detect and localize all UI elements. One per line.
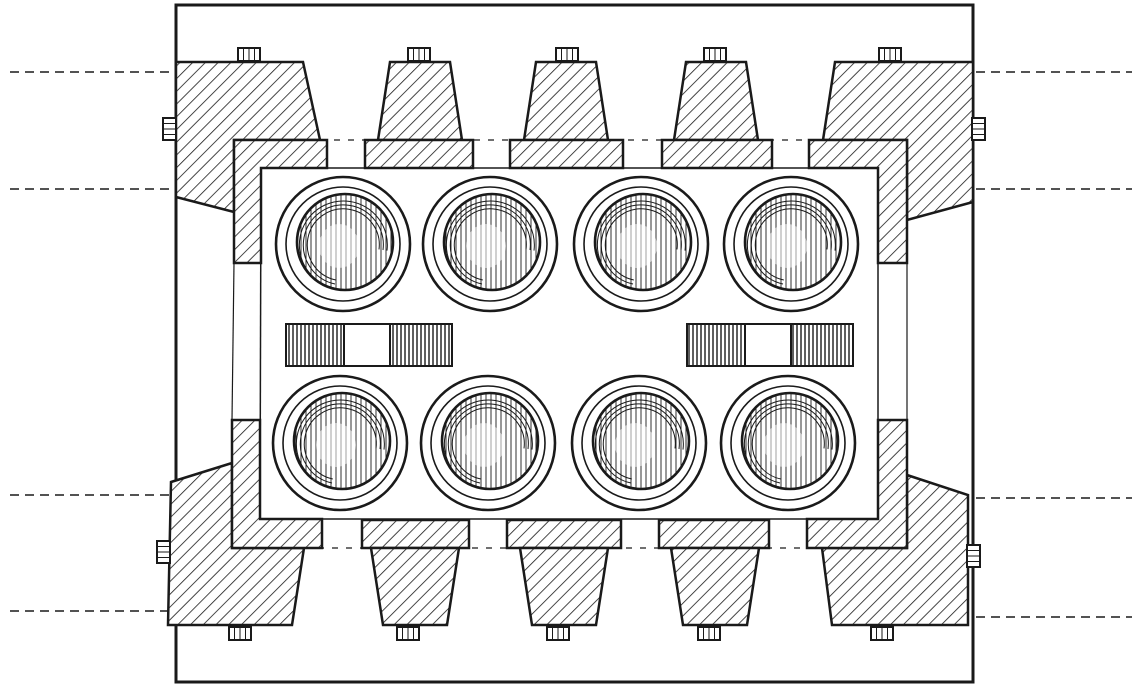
stud-top-4 [703, 47, 727, 62]
stud-bottom-4 [697, 626, 721, 641]
crucible-pot-7 [570, 374, 708, 512]
wedge-top-2 [522, 60, 610, 142]
stud-bottom-1 [228, 626, 252, 641]
wedge-bottom-1 [369, 546, 461, 627]
wedge-top-1 [376, 60, 464, 142]
crucible-pot-1 [274, 175, 412, 313]
wedge-bottom-base-1 [360, 518, 471, 550]
wedge-bottom-base-2 [505, 518, 623, 550]
bolt-studs [156, 47, 986, 641]
wedge-bottom-base-3 [657, 518, 771, 550]
wedge-top-base-2 [508, 138, 625, 170]
stud-top-1 [237, 47, 261, 62]
right-reference-lines [976, 71, 1132, 618]
crucible-pot-4 [722, 175, 860, 313]
crucible-pot-3 [572, 175, 710, 313]
stud-right-bottom [966, 544, 981, 568]
crucible-pot-6 [419, 374, 557, 512]
wedge-top-base-1 [363, 138, 475, 170]
stud-top-3 [555, 47, 579, 62]
left-reference-lines [10, 71, 172, 612]
stud-top-5 [878, 47, 902, 62]
stud-top-2 [407, 47, 431, 62]
crucible-pot-8 [719, 374, 857, 512]
crucible-pots [271, 175, 860, 512]
center-bar-right [686, 323, 854, 367]
chamber-wall [230, 138, 909, 550]
wedge-bottom-2 [518, 546, 610, 627]
crucible-pot-5 [271, 374, 409, 512]
wedge-top-3 [672, 60, 760, 142]
crucible-pot-2 [421, 175, 559, 313]
center-bar-left [285, 323, 453, 367]
stud-bottom-5 [870, 626, 894, 641]
wedge-top-base-3 [660, 138, 774, 170]
stud-bottom-3 [546, 626, 570, 641]
center-bars [285, 323, 854, 367]
stud-left-bottom [156, 540, 171, 564]
chamber-left-edge [259, 167, 262, 520]
stud-left-top [162, 117, 177, 141]
stud-right-top [971, 117, 986, 141]
stud-bottom-2 [396, 626, 420, 641]
chamber-left-outer [231, 262, 235, 421]
wedge-bottom-3 [669, 546, 761, 627]
